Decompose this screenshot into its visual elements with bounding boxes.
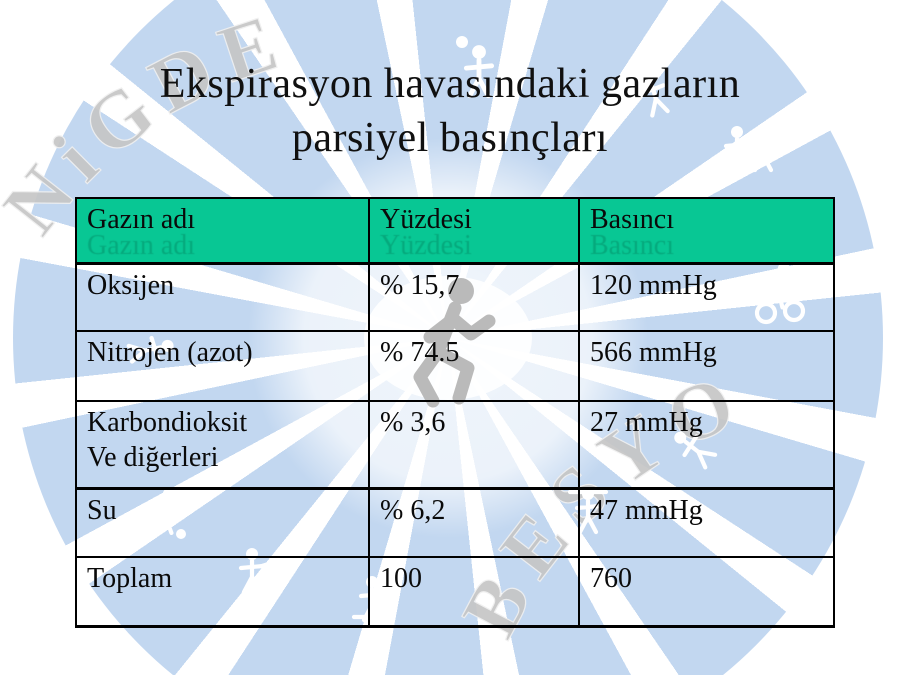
cell-gas-name: Nitrojen (azot) [75,330,370,402]
table-row: Su % 6,2 47 mmHg [75,487,835,558]
slide-title: Ekspirasyon havasındaki gazların parsiye… [0,58,900,166]
title-line-2: parsiyel basınçları [291,114,609,161]
cell-pressure: 47 mmHg [578,487,835,558]
table-row: Oksijen % 15,7 120 mmHg [75,262,835,332]
title-line-1: Ekspirasyon havasındaki gazların [159,61,741,107]
cell-gas-name-line2: Ve diğerleri [87,442,219,473]
cell-pressure: 120 mmHg [578,262,835,332]
table-row: Nitrojen (azot) % 74.5 566 mmHg [75,330,835,402]
table-row: Karbondioksit Ve diğerleri % 3,6 27 mmHg [75,400,835,490]
header-percent: Yüzdesi [368,197,580,265]
cell-gas-name: Su [75,487,370,558]
cell-gas-name: Toplam [75,556,370,628]
cell-percent: 100 [368,556,580,628]
cell-pressure: 566 mmHg [578,330,835,402]
cell-percent: % 15,7 [368,262,580,332]
cell-percent: % 3,6 [368,400,580,490]
cell-gas-name: Karbondioksit Ve diğerleri [75,400,370,490]
gas-pressure-table: Gazın adı Yüzdesi Basıncı Oksijen % 15,7… [75,197,835,628]
table-header-row: Gazın adı Yüzdesi Basıncı [75,197,835,265]
table-row: Toplam 100 760 [75,556,835,628]
header-gas-name: Gazın adı [75,197,370,265]
cell-gas-name: Oksijen [75,262,370,332]
cell-pressure: 27 mmHg [578,400,835,490]
cell-pressure: 760 [578,556,835,628]
cell-gas-name-line1: Karbondioksit [87,407,248,438]
cell-percent: % 74.5 [368,330,580,402]
header-pressure: Basıncı [578,197,835,265]
cell-percent: % 6,2 [368,487,580,558]
